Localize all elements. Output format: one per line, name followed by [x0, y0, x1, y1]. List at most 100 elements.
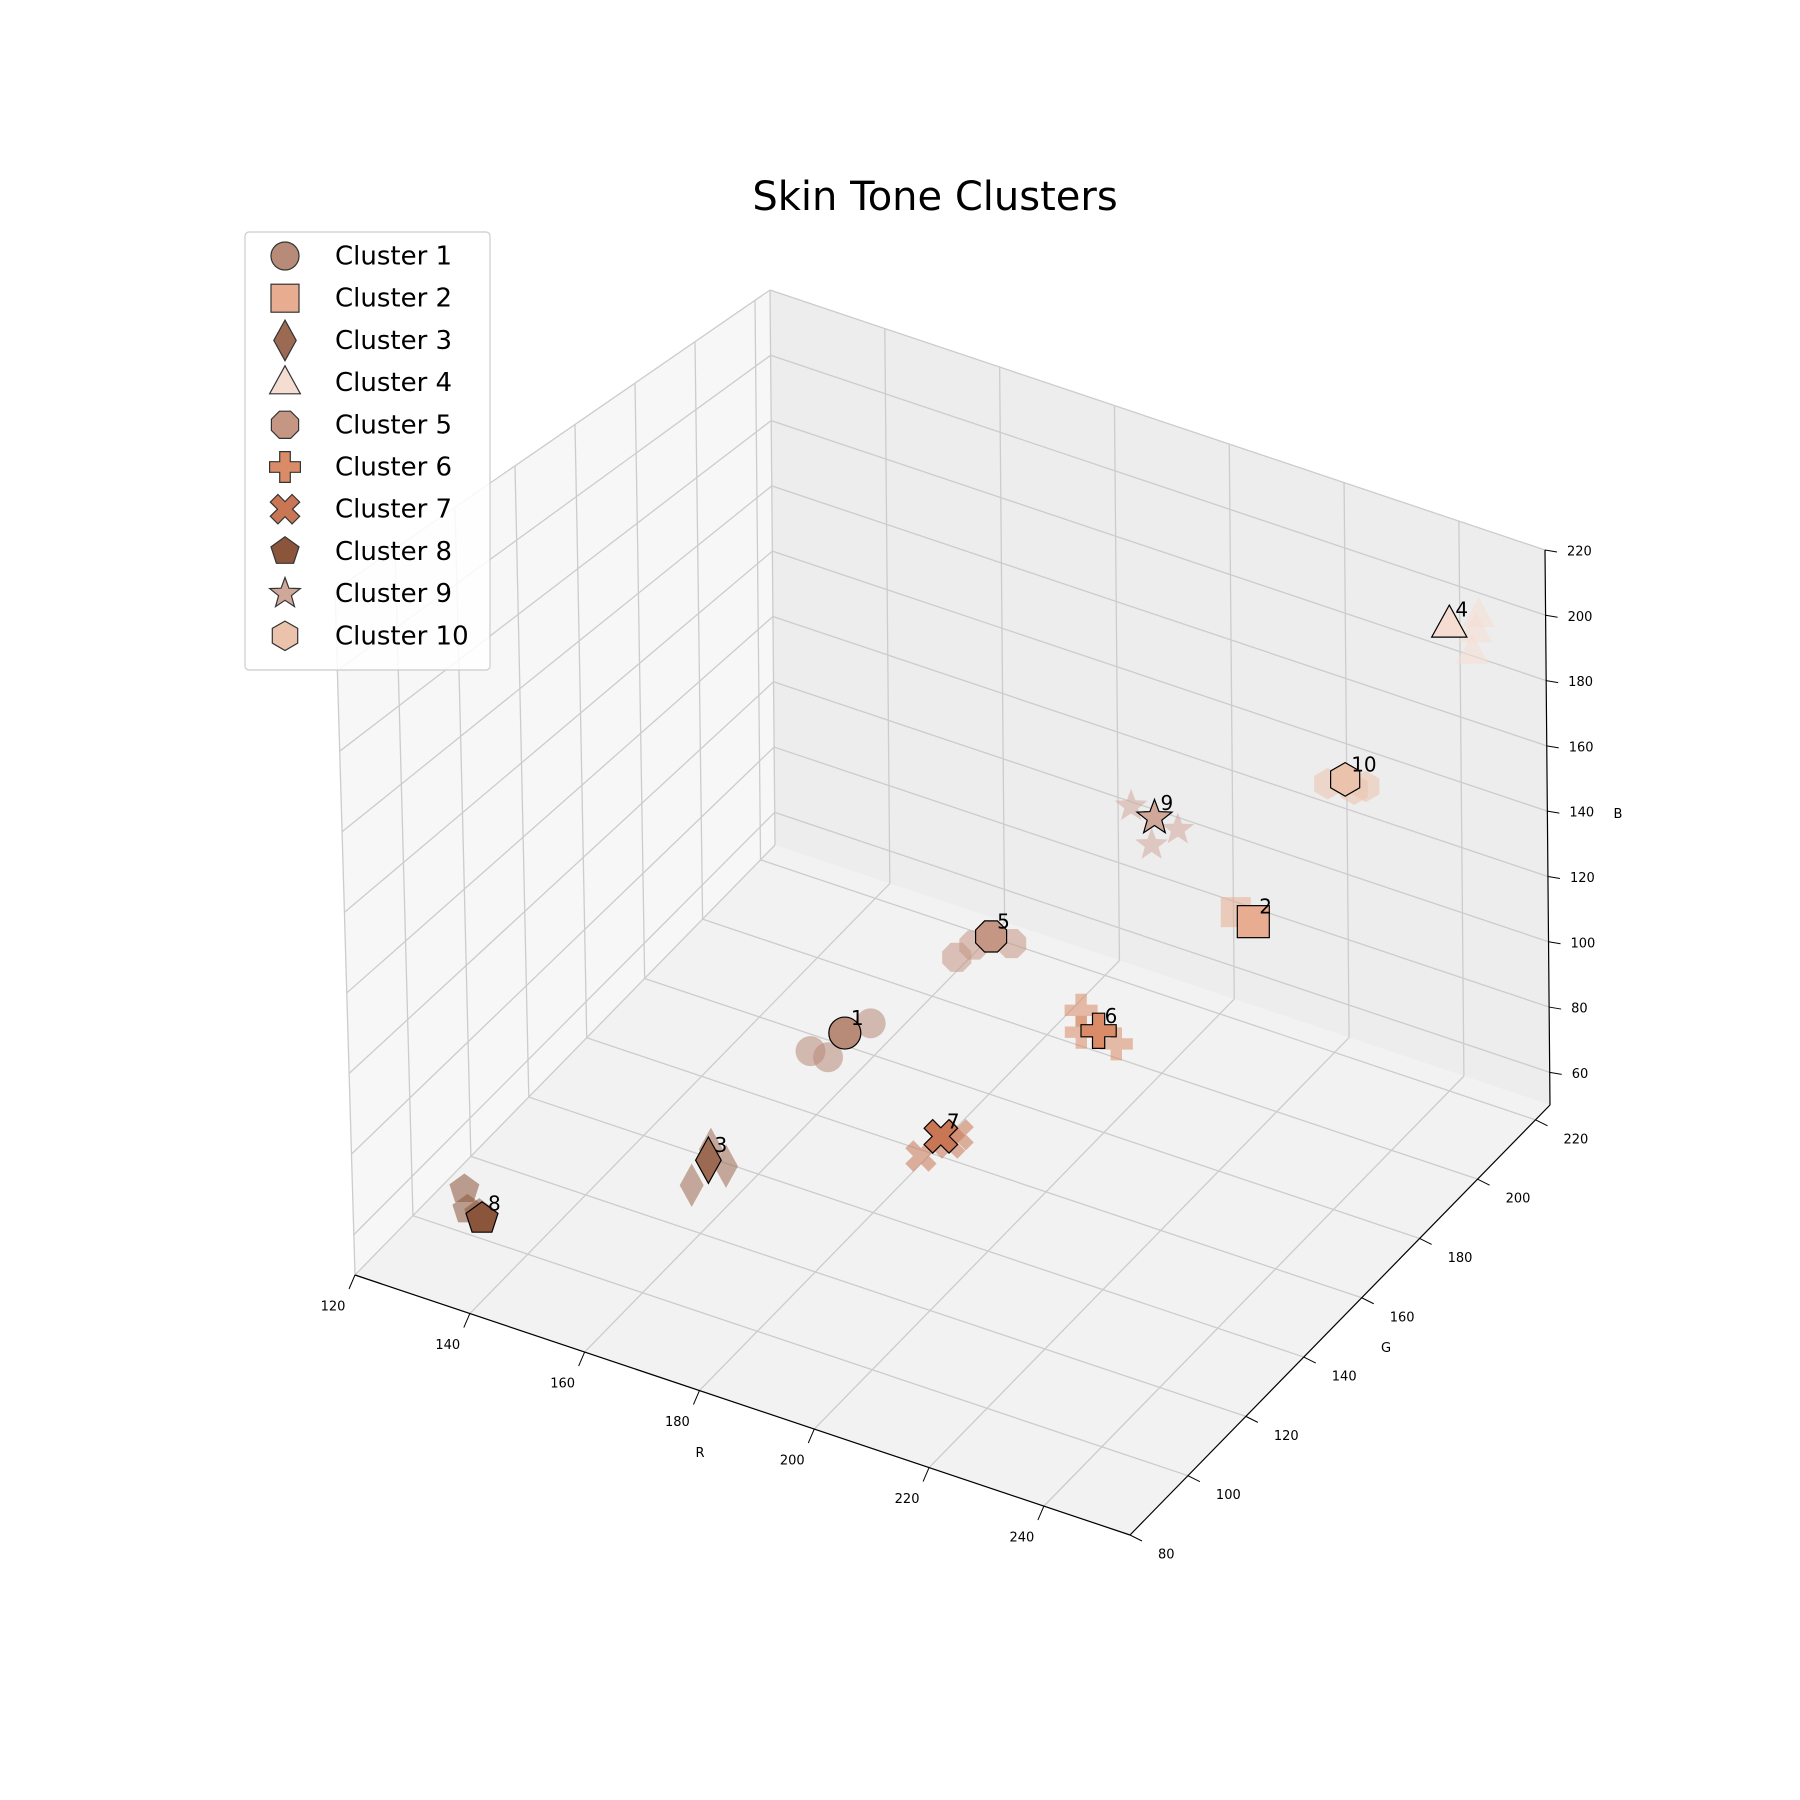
- cluster-9-point: [1114, 788, 1148, 821]
- legend-label: Cluster 5: [335, 410, 452, 440]
- grid-line: [584, 921, 1006, 1353]
- grid-line: [339, 420, 772, 752]
- legend-marker: [268, 364, 302, 395]
- cluster-8-label: 8: [488, 1192, 501, 1216]
- grid-line: [354, 844, 776, 1276]
- axes-panes: [335, 290, 1550, 1535]
- y-tick: [1361, 1297, 1374, 1305]
- x-tick-label: 160: [550, 1377, 575, 1392]
- x-tick: [578, 1351, 586, 1367]
- y-tick-label: 120: [1274, 1429, 1299, 1444]
- grid-line: [353, 811, 776, 1236]
- cluster-7-centroid: [923, 1118, 959, 1154]
- z-tick-label: 60: [1572, 1067, 1589, 1082]
- z-tick: [1549, 1006, 1562, 1010]
- grid-line: [341, 485, 773, 833]
- z-tick: [1547, 810, 1560, 814]
- cluster-3-group: 3: [679, 1127, 738, 1207]
- cluster-1-group: 1: [795, 1006, 886, 1073]
- y-tick-label: 160: [1390, 1310, 1415, 1325]
- cluster-9-point: [1161, 812, 1195, 844]
- cluster-1-centroid: [828, 1016, 862, 1050]
- grid-line: [348, 681, 774, 1075]
- cluster-6-point: [1099, 1027, 1133, 1061]
- y-tick-label: 180: [1448, 1251, 1473, 1266]
- grid-line: [334, 589, 356, 1276]
- z-tick-label: 220: [1567, 545, 1592, 560]
- z-tick: [1546, 680, 1559, 684]
- grid-line: [770, 354, 1546, 616]
- x-axis-label: R: [695, 1446, 704, 1461]
- x-tick: [1037, 1505, 1045, 1521]
- grid-line: [884, 328, 891, 884]
- cluster-10-group: 10: [1314, 752, 1380, 805]
- grid-line: [774, 811, 1550, 1073]
- grid-line: [769, 289, 1546, 551]
- legend-entry: Cluster 4: [268, 364, 452, 398]
- z-axis-label: B: [1614, 807, 1623, 822]
- legend-marker: [268, 575, 302, 608]
- legend-entry: Cluster 2: [270, 283, 452, 314]
- grid-line: [773, 746, 1550, 1008]
- legend-marker: [270, 410, 300, 439]
- cluster-2-centroid: [1236, 905, 1270, 939]
- grid-line: [586, 1037, 1362, 1299]
- grid-line: [469, 883, 891, 1314]
- x-tick: [348, 1274, 356, 1290]
- z-tick-label: 80: [1571, 1002, 1588, 1017]
- grid-line: [772, 550, 1548, 812]
- grid-line: [634, 383, 646, 979]
- legend-label: Cluster 7: [335, 495, 452, 525]
- y-tick-label: 80: [1158, 1548, 1175, 1563]
- back-pane: [770, 290, 1550, 1105]
- cluster-6-group: 6: [1064, 993, 1133, 1061]
- cluster-3-point: [679, 1163, 704, 1207]
- cluster-7-group: 7: [905, 1109, 974, 1172]
- x-tick-label: 120: [321, 1300, 346, 1315]
- grid-line: [351, 746, 775, 1155]
- legend-label: Cluster 8: [335, 537, 452, 567]
- cluster-4-label: 4: [1455, 597, 1468, 621]
- y-tick: [1129, 1534, 1143, 1542]
- legend-marker: [271, 620, 299, 652]
- x-tick: [463, 1313, 471, 1328]
- z-tick: [1544, 549, 1558, 553]
- y-axis-line: [1129, 1104, 1551, 1536]
- x-tick: [807, 1428, 815, 1444]
- cluster-1-label: 1: [851, 1006, 864, 1030]
- grid-line: [698, 960, 1120, 1392]
- grid-line: [343, 550, 773, 913]
- cluster-4-point: [1459, 612, 1493, 643]
- grid-line: [928, 1037, 1350, 1469]
- z-axis-line: [1544, 549, 1551, 1106]
- y-tick: [1303, 1356, 1317, 1364]
- cluster-8-point: [449, 1173, 480, 1202]
- legend-entry: Cluster 9: [268, 575, 452, 609]
- z-tick-label: 140: [1569, 806, 1594, 821]
- legend-entry: Cluster 8: [270, 535, 452, 567]
- grid-line: [772, 615, 1549, 878]
- grid-line: [702, 918, 1478, 1180]
- grid-line: [574, 424, 588, 1038]
- grid-line: [1113, 405, 1121, 961]
- x-tick-label: 240: [1009, 1531, 1034, 1546]
- x-tick-label: 220: [895, 1492, 920, 1507]
- cluster-8-centroid: [465, 1201, 499, 1233]
- legend-marker: [269, 493, 301, 525]
- z-tick-label: 100: [1571, 936, 1596, 951]
- z-tick-label: 160: [1569, 740, 1594, 755]
- cluster-9-point: [1135, 827, 1168, 859]
- cluster-8-group: 8: [449, 1173, 501, 1233]
- cluster-6-label: 6: [1105, 1004, 1118, 1028]
- grid-line: [528, 1096, 1304, 1358]
- cluster-9-group: 9: [1114, 788, 1195, 859]
- cluster-3-point: [714, 1144, 738, 1188]
- grid-line: [1458, 521, 1465, 1077]
- legend-marker: [270, 535, 300, 564]
- grid-line: [813, 998, 1235, 1430]
- grid-line: [771, 485, 1547, 747]
- legend-entry: Cluster 1: [270, 241, 452, 272]
- z-tick-label: 200: [1568, 610, 1593, 625]
- y-tick-label: 200: [1506, 1192, 1531, 1207]
- legend: Cluster 1 Cluster 2 Cluster 3 Cluster 4 Clus…: [244, 231, 491, 671]
